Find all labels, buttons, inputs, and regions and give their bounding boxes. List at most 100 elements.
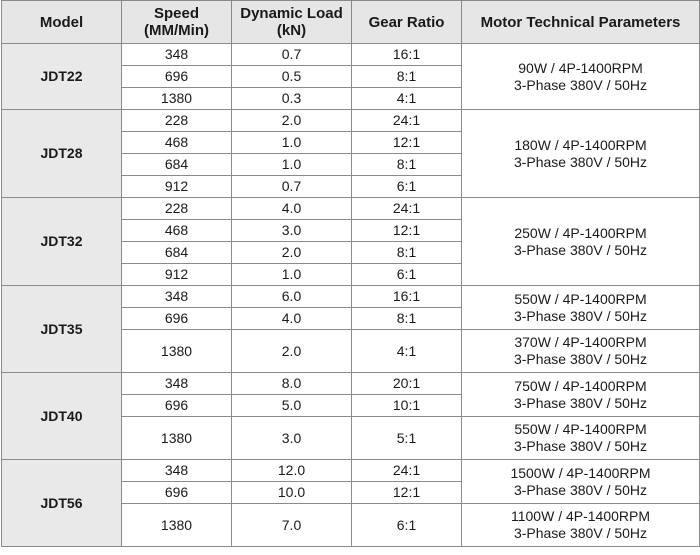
table-row: 684 2.0 8:1 <box>2 241 700 264</box>
motor-param-line2: 3-Phase 380V / 50Hz <box>513 241 648 258</box>
ratio-cell: 6:1 <box>351 175 462 198</box>
motor-param-line1: 1100W / 4P-1400RPM <box>510 508 651 524</box>
speed-cell: 912 <box>121 175 232 198</box>
header-ratio: Gear Ratio <box>351 0 462 44</box>
header-row: Model Speed (MM/Min) Dynamic Load (kN) G… <box>1 0 700 44</box>
speed-cell: 228 <box>121 109 232 132</box>
load-cell: 2.0 <box>231 241 352 264</box>
motor-params-cell: 1100W / 4P-1400RPM 3-Phase 380V / 50Hz <box>461 503 700 547</box>
motor-param-line2: 3-Phase 380V / 50Hz <box>513 525 648 541</box>
load-cell: 10.0 <box>231 481 352 504</box>
load-cell: 4.0 <box>231 197 352 220</box>
motor-params-cell: 550W / 4P-1400RPM 3-Phase 380V / 50Hz <box>461 285 700 330</box>
speed-cell: 696 <box>121 394 232 417</box>
table-row: 696 5.0 10:1 <box>2 394 700 417</box>
load-cell: 4.0 <box>231 307 352 330</box>
speed-cell: 348 <box>121 43 232 66</box>
header-load: Dynamic Load (kN) <box>231 0 352 44</box>
motor-params-cell: 250W / 4P-1400RPM 3-Phase 380V / 50Hz <box>461 197 700 286</box>
model-cell: JDT32 <box>1 197 122 286</box>
table-row: 912 0.7 6:1 <box>2 175 700 198</box>
ratio-cell: 4:1 <box>351 87 462 110</box>
speed-cell: 228 <box>121 197 232 220</box>
load-cell: 2.0 <box>231 109 352 132</box>
table-row: JDT32 228 4.0 24:1 250W / 4P-1400RPM 3-Phase … <box>1 197 700 286</box>
ratio-cell: 6:1 <box>351 503 462 547</box>
speed-cell: 684 <box>121 153 232 176</box>
motor-param-line2: 3-Phase 380V / 50Hz <box>513 76 648 93</box>
ratio-cell: 8:1 <box>351 307 462 330</box>
load-cell: 0.3 <box>231 87 352 110</box>
speed-cell: 468 <box>121 131 232 154</box>
motor-param-line1: 550W / 4P-1400RPM <box>514 421 647 437</box>
table-body: JDT22 348 0.7 16:1 90W / 4P-1400RPM 3-Phase 3… <box>1 43 700 547</box>
table-header: Model Speed (MM/Min) Dynamic Load (kN) G… <box>1 0 700 44</box>
motor-params-cell: 370W / 4P-1400RPM 3-Phase 380V / 50Hz <box>461 329 700 373</box>
speed-cell: 348 <box>121 459 232 482</box>
ratio-cell: 12:1 <box>351 219 462 242</box>
motor-param-line1: 90W / 4P-1400RPM <box>518 59 643 76</box>
table-row: JDT35 348 6.0 16:1 550W / 4P-1400RPM 3-Phase … <box>1 285 700 373</box>
speed-cell: 696 <box>121 65 232 88</box>
table-row: JDT22 348 0.7 16:1 90W / 4P-1400RPM 3-Phase 3… <box>1 43 700 110</box>
load-cell: 0.5 <box>231 65 352 88</box>
load-cell: 0.7 <box>231 43 352 66</box>
model-cell: JDT22 <box>1 43 122 110</box>
load-cell: 1.0 <box>231 263 352 286</box>
table-row: 468 3.0 12:1 <box>2 219 700 242</box>
motor-param-line2: 3-Phase 380V / 50Hz <box>513 481 648 498</box>
motor-param-line2: 3-Phase 380V / 50Hz <box>513 438 648 454</box>
model-name: JDT40 <box>40 407 83 424</box>
ratio-cell: 24:1 <box>351 109 462 132</box>
ratio-cell: 5:1 <box>351 416 462 460</box>
load-cell: 2.0 <box>231 329 352 373</box>
model-name: JDT32 <box>40 233 83 249</box>
motor-param-line1: 370W / 4P-1400RPM <box>514 334 647 350</box>
load-cell: 7.0 <box>231 503 352 547</box>
motor-param-line2: 3-Phase 380V / 50Hz <box>513 153 648 170</box>
load-cell: 12.0 <box>231 459 352 482</box>
header-speed-unit: (MM/Min) <box>144 22 209 39</box>
model-name: JDT22 <box>40 68 83 84</box>
table-row: 684 1.0 8:1 <box>2 153 700 176</box>
table-row: 1380 7.0 6:1 1100W / 4P-1400RPM 3-Phase 380V… <box>2 503 700 547</box>
motor-param-line1: 250W / 4P-1400RPM <box>514 224 647 241</box>
table-row: 696 10.0 12:1 <box>2 481 700 504</box>
speed-cell: 684 <box>121 241 232 264</box>
model-cell: JDT35 <box>1 285 122 373</box>
table-row: 1380 2.0 4:1 370W / 4P-1400RPM 3-Phase 380V … <box>2 329 700 373</box>
model-cell: JDT28 <box>1 109 122 198</box>
header-speed-title: Speed <box>153 5 199 22</box>
ratio-cell: 8:1 <box>351 153 462 176</box>
load-cell: 3.0 <box>231 219 352 242</box>
header-speed: Speed (MM/Min) <box>121 0 232 44</box>
ratio-cell: 4:1 <box>351 329 462 373</box>
motor-param-line1: 180W / 4P-1400RPM <box>514 136 647 153</box>
ratio-cell: 6:1 <box>351 263 462 286</box>
motor-params-cell: 90W / 4P-1400RPM 3-Phase 380V / 50Hz <box>461 43 700 110</box>
ratio-cell: 12:1 <box>351 131 462 154</box>
load-cell: 6.0 <box>231 285 352 308</box>
load-cell: 0.7 <box>231 175 352 198</box>
motor-param-line1: 550W / 4P-1400RPM <box>514 290 647 307</box>
model-name: JDT56 <box>40 494 83 511</box>
speed-cell: 1380 <box>121 329 232 373</box>
ratio-cell: 20:1 <box>351 372 462 395</box>
speed-cell: 1380 <box>121 416 232 460</box>
motor-params-cell: 180W / 4P-1400RPM 3-Phase 380V / 50Hz <box>461 109 700 198</box>
speed-cell: 696 <box>121 481 232 504</box>
header-load-unit: (kN) <box>276 22 307 39</box>
speed-cell: 348 <box>121 285 232 308</box>
ratio-cell: 16:1 <box>351 43 462 66</box>
speed-cell: 696 <box>121 307 232 330</box>
speed-cell: 1380 <box>121 87 232 110</box>
model-cell: JDT56 <box>1 459 122 547</box>
table-row: JDT28 228 2.0 24:1 180W / 4P-1400RPM 3-Phase … <box>1 109 700 198</box>
motor-param-line1: 750W / 4P-1400RPM <box>514 377 647 394</box>
speed-cell: 468 <box>121 219 232 242</box>
ratio-cell: 16:1 <box>351 285 462 308</box>
ratio-cell: 10:1 <box>351 394 462 417</box>
motor-param-line2: 3-Phase 380V / 50Hz <box>513 394 648 411</box>
motor-param-line1: 1500W / 4P-1400RPM <box>510 464 651 481</box>
